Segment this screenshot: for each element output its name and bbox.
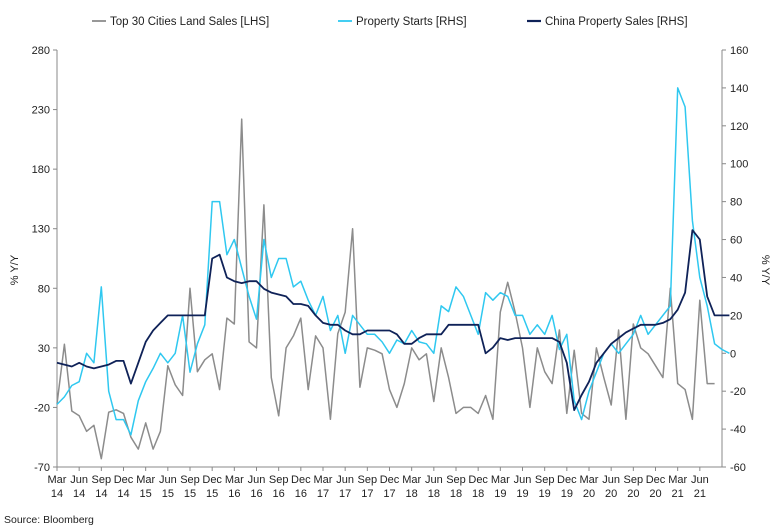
legend: Top 30 Cities Land Sales [LHS] Property S…: [92, 16, 688, 28]
x-tick-label-month: Sep: [269, 474, 289, 486]
x-tick-label-month: Jun: [514, 474, 532, 486]
right-tick-label: -60: [730, 462, 746, 474]
left-tick-label: 230: [32, 105, 50, 117]
x-tick-label-year: 19: [516, 488, 528, 500]
x-tick-label-year: 20: [605, 488, 617, 500]
right-tick-label: -20: [730, 386, 746, 398]
x-tick-label-month: Sep: [180, 474, 200, 486]
right-tick-label: 0: [730, 348, 736, 360]
right-tick-label: 160: [730, 45, 748, 57]
legend-item-property-starts-label: Property Starts [RHS]: [356, 16, 467, 28]
legend-item-property-sales-label: China Property Sales [RHS]: [545, 16, 688, 28]
legend-item-land-sales-label: Top 30 Cities Land Sales [LHS]: [110, 16, 269, 28]
x-tick-label-month: Dec: [202, 474, 222, 486]
series-line-land-sales: [56, 118, 715, 460]
right-tick-label: 100: [730, 159, 748, 171]
x-tick-label-month: Mar: [580, 474, 599, 486]
left-tick-label: 180: [32, 164, 50, 176]
x-tick-label-year: 15: [162, 488, 174, 500]
series-line-property-starts: [56, 87, 730, 436]
x-tick-label-month: Dec: [114, 474, 134, 486]
left-tick-label: 130: [32, 224, 50, 236]
x-tick-label-month: Jun: [691, 474, 709, 486]
x-tick-label-month: Mar: [314, 474, 333, 486]
left-tick-label: -20: [34, 402, 50, 414]
x-tick-label-year: 21: [672, 488, 684, 500]
series-line-property-sales: [56, 229, 730, 412]
left-tick-label: 280: [32, 45, 50, 57]
x-tick-label-year: 20: [627, 488, 639, 500]
x-tick-label-month: Jun: [336, 474, 354, 486]
x-tick-label-year: 18: [472, 488, 484, 500]
x-tick-label-month: Sep: [358, 474, 378, 486]
x-tick-label-year: 16: [295, 488, 307, 500]
x-tick-label-month: Sep: [624, 474, 644, 486]
left-tick-label: -70: [34, 462, 50, 474]
chart-axes: 2802301801308030-20-70160140120100806040…: [32, 45, 749, 500]
x-tick-label-year: 14: [95, 488, 107, 500]
x-tick-label-month: Jun: [602, 474, 620, 486]
x-tick-label-year: 16: [273, 488, 285, 500]
x-tick-label-month: Mar: [668, 474, 687, 486]
x-tick-label-year: 17: [383, 488, 395, 500]
series-layer: [56, 87, 730, 460]
x-tick-label-month: Dec: [557, 474, 577, 486]
x-tick-label-month: Jun: [425, 474, 443, 486]
x-tick-label-year: 18: [428, 488, 440, 500]
x-tick-label-year: 16: [250, 488, 262, 500]
x-tick-label-year: 19: [561, 488, 573, 500]
x-tick-label-month: Sep: [92, 474, 112, 486]
x-tick-label-month: Dec: [380, 474, 400, 486]
right-tick-label: -40: [730, 424, 746, 436]
x-tick-label-month: Dec: [646, 474, 666, 486]
x-tick-label-year: 21: [694, 488, 706, 500]
x-tick-label-year: 15: [184, 488, 196, 500]
x-tick-label-month: Mar: [491, 474, 510, 486]
x-tick-label-month: Mar: [225, 474, 244, 486]
x-tick-label-month: Sep: [446, 474, 466, 486]
right-tick-label: 140: [730, 83, 748, 95]
x-tick-label-year: 15: [206, 488, 218, 500]
x-tick-label-year: 15: [140, 488, 152, 500]
x-tick-label-year: 17: [317, 488, 329, 500]
x-tick-label-year: 14: [51, 488, 63, 500]
x-tick-label-year: 19: [494, 488, 506, 500]
right-tick-label: 20: [730, 310, 742, 322]
right-tick-label: 120: [730, 121, 748, 133]
x-tick-label-month: Jun: [248, 474, 266, 486]
x-tick-label-month: Mar: [402, 474, 421, 486]
left-axis-title: % Y/Y: [9, 254, 21, 285]
x-tick-label-year: 16: [228, 488, 240, 500]
x-tick-label-month: Mar: [136, 474, 155, 486]
x-tick-label-year: 17: [361, 488, 373, 500]
left-tick-label: 30: [38, 343, 50, 355]
x-tick-label-month: Jun: [70, 474, 88, 486]
right-tick-label: 60: [730, 235, 742, 247]
left-tick-label: 80: [38, 283, 50, 295]
x-tick-label-month: Jun: [159, 474, 177, 486]
x-tick-label-month: Sep: [535, 474, 555, 486]
x-tick-label-year: 20: [649, 488, 661, 500]
x-tick-label-year: 17: [339, 488, 351, 500]
x-tick-label-month: Dec: [291, 474, 311, 486]
x-tick-label-year: 18: [406, 488, 418, 500]
x-tick-label-month: Dec: [468, 474, 488, 486]
x-tick-label-year: 14: [117, 488, 129, 500]
right-tick-label: 80: [730, 197, 742, 209]
right-tick-label: 40: [730, 272, 742, 284]
x-tick-label-year: 14: [73, 488, 85, 500]
x-tick-label-year: 18: [450, 488, 462, 500]
source-note: Source: Bloomberg: [4, 514, 94, 526]
x-tick-label-year: 19: [539, 488, 551, 500]
x-tick-label-month: Mar: [48, 474, 67, 486]
x-tick-label-year: 20: [583, 488, 595, 500]
right-axis-title: % Y/Y: [759, 255, 770, 286]
